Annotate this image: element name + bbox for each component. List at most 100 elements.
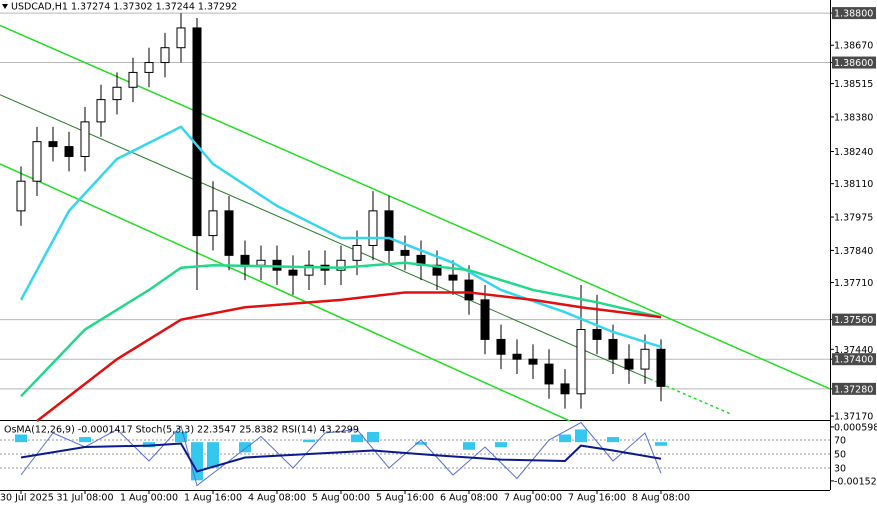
moving-average bbox=[19, 125, 662, 349]
x-tick-label: 1 Aug 00:00 bbox=[120, 493, 178, 504]
y2-tick-label: -0.001522 bbox=[834, 476, 877, 487]
candle-body bbox=[32, 141, 42, 182]
x-tick-label: 7 Aug 00:00 bbox=[504, 493, 562, 504]
y-tick-label: 1.37975 bbox=[834, 213, 873, 224]
candle-body bbox=[480, 299, 490, 340]
candle-body bbox=[128, 71, 138, 88]
osma-bar bbox=[175, 431, 187, 443]
price-box bbox=[832, 353, 876, 366]
y-tick-label: 1.38800 bbox=[834, 9, 873, 20]
y-tick-label: 50 bbox=[834, 450, 846, 461]
osma-bar bbox=[655, 442, 667, 446]
candle-body bbox=[224, 210, 234, 256]
price-box bbox=[832, 56, 876, 69]
candle-body bbox=[368, 210, 378, 246]
candle-body bbox=[640, 348, 650, 370]
candle-body bbox=[528, 358, 538, 365]
candle-body bbox=[464, 279, 474, 301]
y-tick-label: 1.38670 bbox=[834, 41, 873, 52]
candle-body bbox=[160, 47, 170, 64]
osma-bar bbox=[575, 429, 587, 443]
osma-bar bbox=[303, 439, 315, 443]
osma-bar bbox=[351, 434, 363, 443]
moving-average bbox=[36, 291, 662, 422]
x-tick-label: 7 Aug 16:00 bbox=[568, 493, 626, 504]
candle-body bbox=[400, 249, 410, 256]
candle-body bbox=[304, 264, 314, 276]
y-tick-label: 1.38380 bbox=[834, 112, 873, 123]
candle-body bbox=[608, 338, 618, 360]
candle-body bbox=[208, 210, 218, 237]
candle-body bbox=[96, 99, 106, 123]
candle-body bbox=[656, 348, 666, 387]
candle-body bbox=[288, 269, 298, 276]
osma-bar bbox=[367, 431, 379, 443]
trend-line bbox=[0, 163, 571, 422]
candle-body bbox=[352, 244, 362, 261]
x-tick-label: 5 Aug 16:00 bbox=[376, 493, 434, 504]
candle-body bbox=[256, 259, 266, 266]
moving-average bbox=[20, 261, 662, 398]
candle-body bbox=[48, 141, 58, 148]
candle-body bbox=[592, 329, 602, 340]
trend-line bbox=[0, 24, 831, 390]
x-tick-label: 6 Aug 08:00 bbox=[440, 493, 498, 504]
x-tick-label: 4 Aug 08:00 bbox=[248, 493, 306, 504]
candle-body bbox=[112, 86, 122, 101]
osma-bar bbox=[191, 442, 203, 481]
x-tick-label: 8 Aug 08:00 bbox=[632, 493, 690, 504]
y-tick-label: 1.37840 bbox=[834, 246, 873, 257]
candle-body bbox=[512, 353, 522, 360]
price-box bbox=[832, 382, 876, 395]
osma-bar bbox=[15, 434, 27, 443]
y-tick-label: 1.37710 bbox=[834, 278, 873, 289]
y-tick-label: 1.38110 bbox=[834, 179, 873, 190]
candle-body bbox=[64, 146, 74, 157]
candle-body bbox=[544, 363, 554, 385]
x-tick-label: 5 Aug 00:00 bbox=[312, 493, 370, 504]
y-tick-label: 70 bbox=[834, 436, 846, 447]
candle-body bbox=[336, 259, 346, 271]
candle-body bbox=[240, 254, 250, 266]
y-tick-label: 1.37280 bbox=[834, 384, 873, 395]
y-tick-label: 1.38515 bbox=[834, 79, 873, 90]
osma-bar bbox=[495, 442, 507, 448]
y-tick-label: 1.38600 bbox=[834, 58, 873, 69]
osma-bar bbox=[607, 437, 619, 443]
candle-body bbox=[384, 210, 394, 251]
y-tick-label: 1.37400 bbox=[834, 355, 873, 366]
osma-bar bbox=[207, 442, 219, 468]
indicator-title: OsMA(12,26,9) -0.0001417 Stoch(5,3,3) 22… bbox=[4, 425, 359, 436]
candle-body bbox=[144, 62, 154, 73]
y2-tick-label: 0.0005985 bbox=[834, 422, 877, 433]
osma-bar bbox=[79, 437, 91, 443]
candle-body bbox=[576, 329, 586, 395]
y-tick-label: 1.38240 bbox=[834, 147, 873, 158]
osma-bar bbox=[559, 434, 571, 443]
x-tick-label: 31 Jul 08:00 bbox=[57, 493, 114, 504]
trend-line bbox=[0, 94, 651, 380]
candle-body bbox=[496, 338, 506, 355]
candle-body bbox=[80, 121, 90, 157]
candle-body bbox=[192, 27, 202, 237]
indicator-line bbox=[20, 442, 662, 473]
candle-body bbox=[448, 274, 458, 281]
candle-body bbox=[560, 383, 570, 395]
x-tick-label: 30 Jul 2025 bbox=[0, 493, 54, 504]
menu-triangle[interactable] bbox=[2, 4, 8, 9]
candle-body bbox=[16, 180, 26, 212]
x-tick-label: 1 Aug 16:00 bbox=[184, 493, 242, 504]
y-tick-label: 30 bbox=[834, 464, 846, 475]
y-tick-label: 1.37440 bbox=[834, 345, 873, 356]
candle-body bbox=[176, 27, 186, 49]
osma-bar bbox=[463, 442, 475, 450]
osma-bar bbox=[239, 442, 251, 453]
y-tick-label: 1.37560 bbox=[834, 315, 873, 326]
price-box bbox=[832, 313, 876, 326]
y-tick-label: 1.37170 bbox=[834, 412, 873, 423]
candle-body bbox=[624, 358, 634, 370]
price-box bbox=[832, 7, 876, 20]
chart-title: USDCAD,H1 1.37274 1.37302 1.37244 1.3729… bbox=[11, 2, 237, 13]
